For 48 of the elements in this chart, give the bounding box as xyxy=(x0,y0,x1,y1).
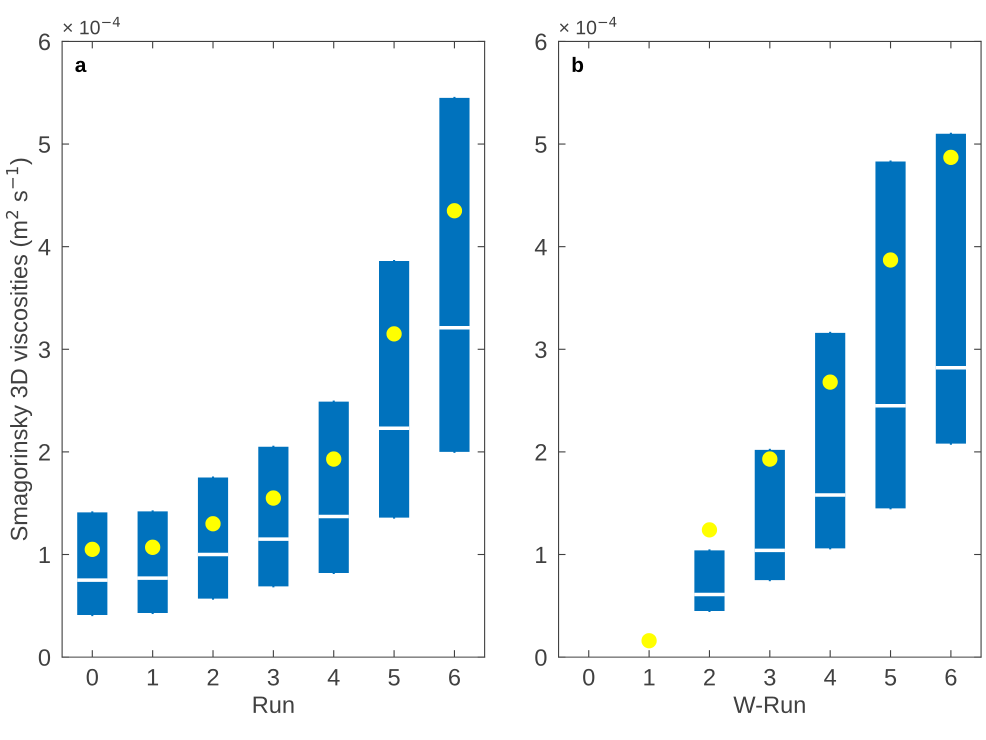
y-tick-label: 2 xyxy=(536,444,546,460)
x-tick-label: 0 xyxy=(86,668,98,686)
point xyxy=(702,522,718,538)
point xyxy=(822,374,838,390)
point xyxy=(386,326,402,342)
x-tick-label: 6 xyxy=(449,668,460,686)
x-tick-label: 3 xyxy=(268,668,279,686)
y-tick-label: 3 xyxy=(535,341,546,358)
x-tick-label: 5 xyxy=(388,669,400,686)
y-tick-label: 5 xyxy=(535,136,546,153)
y-tick-label: 2 xyxy=(39,444,50,460)
y-tick-label: 0 xyxy=(38,649,50,666)
y-tick-label: 4 xyxy=(534,238,547,256)
y-tick-label: 6 xyxy=(536,34,546,50)
point xyxy=(762,451,778,467)
x-axis-title: W-Run xyxy=(733,696,805,714)
y-tick-label: 1 xyxy=(536,546,546,564)
annotation: b xyxy=(572,56,584,72)
y-tick-label: 1 xyxy=(40,546,50,564)
x-axis-title: Run xyxy=(254,696,294,714)
y-tick-label: 4 xyxy=(38,238,50,256)
point xyxy=(84,542,100,558)
y-tick-label: 3 xyxy=(38,341,50,358)
x-tick-label: 0 xyxy=(583,668,594,686)
x-tick-label: 2 xyxy=(208,668,218,686)
y-axis-title: Smagorinsky 3D viscosities (m$^{2}$ s$^{−1}$) xyxy=(6,158,32,540)
x-tick-label: 5 xyxy=(884,669,896,686)
x-tick-label: 4 xyxy=(824,669,836,686)
point xyxy=(446,203,462,218)
point xyxy=(882,252,898,268)
x-tick-label: 4 xyxy=(328,669,340,686)
x-tick-label: 1 xyxy=(644,669,655,686)
x-tick-label: 1 xyxy=(148,669,158,686)
y-tick-label: 6 xyxy=(39,34,50,50)
text: × 10$^{−4}$ xyxy=(560,16,616,34)
y-tick-label: 5 xyxy=(38,136,50,153)
x-tick-label: 3 xyxy=(764,668,776,686)
point xyxy=(641,633,657,648)
point xyxy=(145,540,160,555)
point xyxy=(205,516,221,532)
x-tick-label: 6 xyxy=(946,668,956,686)
y-tick-label: 0 xyxy=(535,649,547,666)
point xyxy=(266,490,282,506)
x-tick-label: 2 xyxy=(704,668,715,686)
point xyxy=(943,150,959,166)
annotation: a xyxy=(75,60,87,72)
point xyxy=(326,451,342,467)
text: × 10$^{−4}$ xyxy=(63,16,120,34)
